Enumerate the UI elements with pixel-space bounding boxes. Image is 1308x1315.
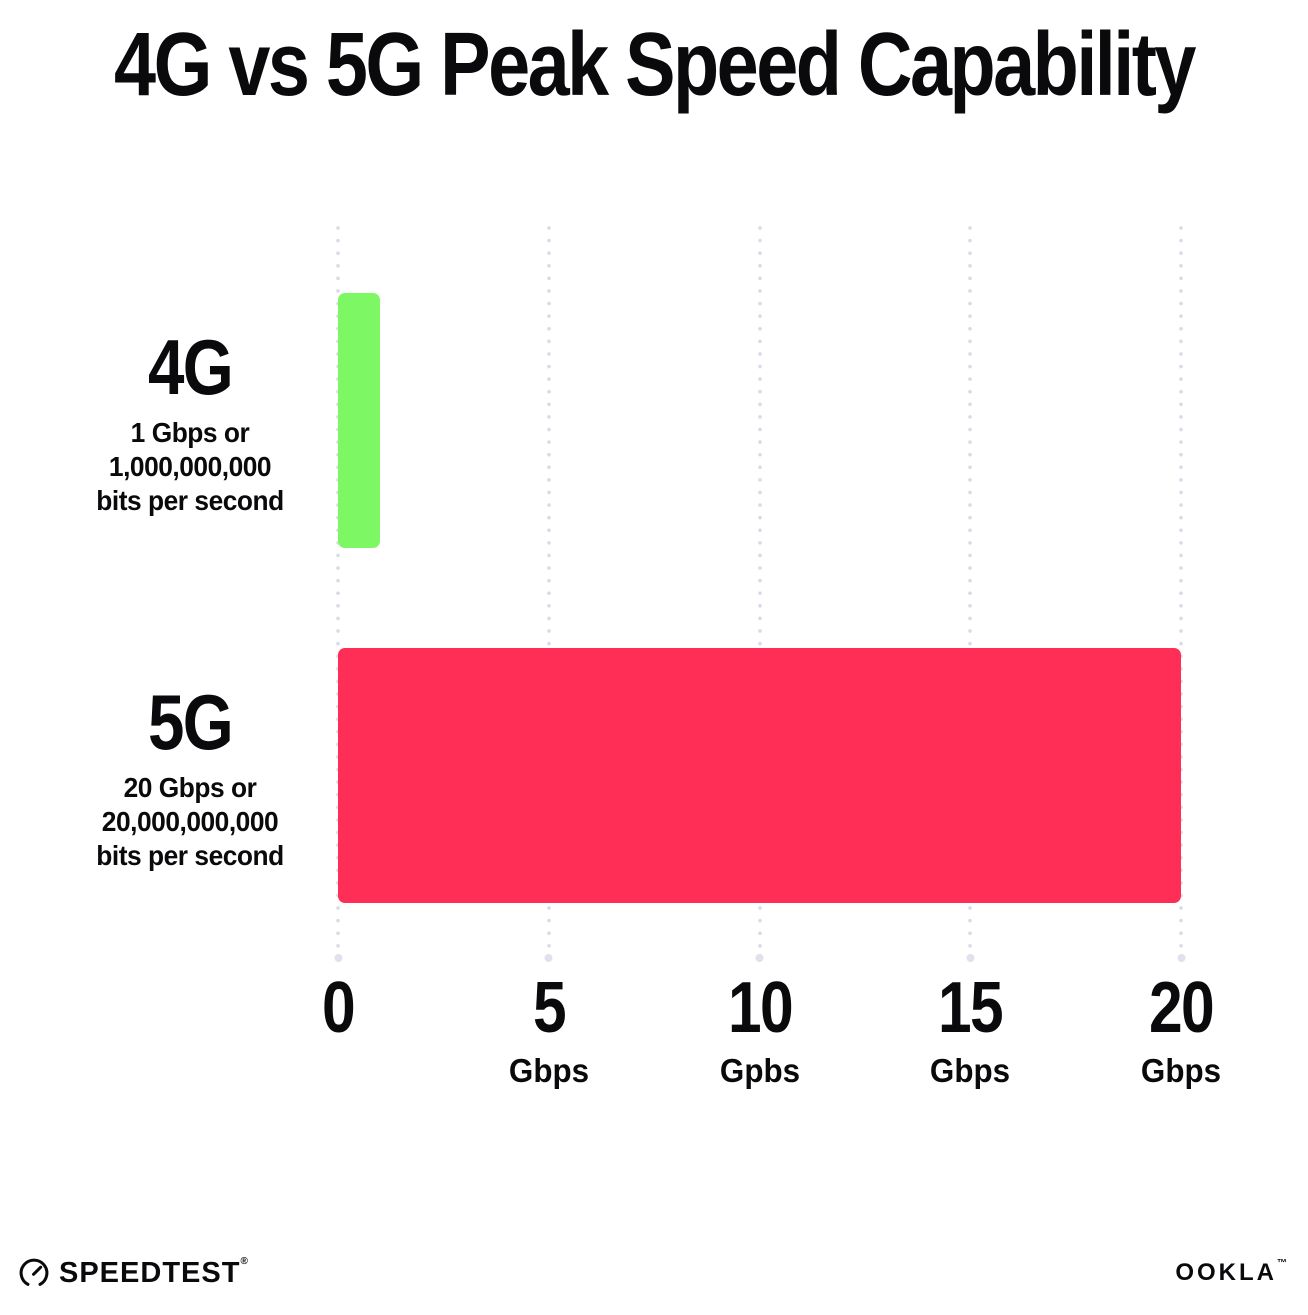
ookla-trademark: ™ (1277, 1258, 1290, 1269)
plot-area (335, 222, 1184, 958)
x-tick-15: 15 Gbps (928, 972, 1012, 1090)
speedtest-trademark: ® (240, 1255, 249, 1267)
category-5g-sublabel: 20 Gbps or 20,000,000,000 bits per secon… (49, 771, 331, 873)
x-tick-5-value: 5 (532, 968, 567, 1048)
footer: SPEEDTEST® OOKLA™ (18, 1248, 1290, 1298)
gridline-5 (546, 222, 552, 958)
gridline-20 (1178, 222, 1184, 958)
category-4g-title: 4G (147, 323, 234, 411)
category-5g-sub-line1: 20 Gbps or (123, 772, 257, 803)
x-tick-5: 5 Gbps (507, 972, 591, 1090)
gridline-10 (757, 222, 762, 958)
x-tick-15-unit: Gbps (930, 1052, 1011, 1089)
x-tick-10-unit: Gpbs (719, 1052, 800, 1089)
x-tick-5-unit: Gbps (508, 1052, 589, 1089)
gridline-0 (335, 222, 341, 958)
chart-title: 4G vs 5G Peak Speed Capability (114, 15, 1196, 115)
category-5g-sub-line3: bits per second (96, 840, 284, 871)
x-tick-15-value: 15 (938, 968, 1004, 1048)
x-tick-0: 0 (319, 972, 357, 1052)
x-tick-0-value: 0 (322, 968, 356, 1048)
x-tick-10-value: 10 (727, 968, 794, 1048)
x-tick-10: 10 Gpbs (717, 972, 801, 1090)
category-label-5g: 5G 20 Gbps or 20,000,000,000 bits per se… (40, 683, 340, 873)
gridline-15 (967, 222, 973, 958)
category-4g-sub-line3: bits per second (96, 485, 284, 516)
category-5g-sub-line2: 20,000,000,000 (101, 806, 279, 837)
ookla-logo: OOKLA™ (1175, 1258, 1290, 1286)
category-4g-sub-line2: 1,000,000,000 (108, 451, 272, 482)
category-label-4g: 4G 1 Gbps or 1,000,000,000 bits per seco… (40, 328, 340, 518)
bar-4g (338, 293, 381, 548)
speedtest-gauge-icon (19, 1258, 49, 1286)
x-tick-20: 20 Gbps (1139, 972, 1223, 1090)
category-4g-sub-line1: 1 Gbps or (130, 417, 250, 448)
speedtest-wordmark: SPEEDTEST® (59, 1255, 249, 1289)
ookla-wordmark: OOKLA (1175, 1259, 1277, 1286)
x-axis: 0 5 Gbps 10 Gpbs 15 Gbps 20 Gbps (322, 972, 1221, 1102)
speedtest-logo: SPEEDTEST® (18, 1255, 249, 1289)
x-tick-20-value: 20 (1149, 968, 1215, 1048)
bar-5g (338, 648, 1181, 903)
category-4g-sublabel: 1 Gbps or 1,000,000,000 bits per second (49, 416, 331, 518)
x-tick-20-unit: Gbps (1140, 1052, 1222, 1089)
category-5g-title: 5G (147, 678, 234, 766)
